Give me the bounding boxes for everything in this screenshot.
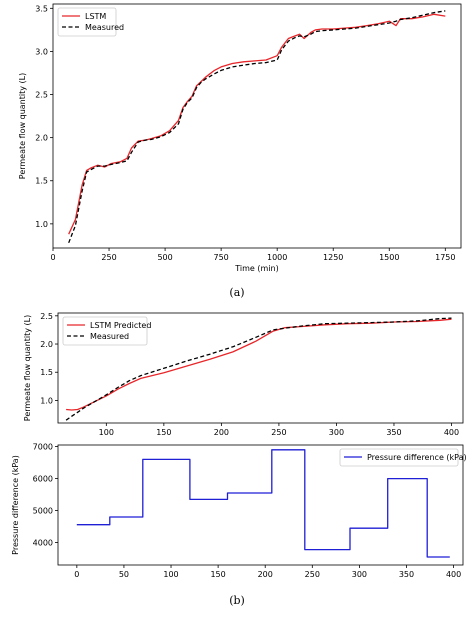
x-tick-label: 250 <box>271 428 286 437</box>
y-tick-label: 1.0 <box>40 396 53 405</box>
chart-panel-b-bottom: 0 50 100 150 200 250 300 350 400 4000 5000 6000 7000… <box>11 443 467 579</box>
legend-entry: Measured <box>85 23 124 32</box>
y-tick-label: 4000 <box>33 539 53 548</box>
legend-entry: Pressure difference (kPa) <box>367 453 467 462</box>
legend-box <box>57 7 117 37</box>
y-axis-label: Permeate flow quantity (L) <box>23 315 32 421</box>
series-line-measured <box>68 10 446 244</box>
series-line-lstm-predicted <box>66 318 452 411</box>
y-tick-label: 3.5 <box>35 4 48 13</box>
legend-box <box>339 448 459 467</box>
x-tick-label: 750 <box>213 253 228 262</box>
x-tick-label: 150 <box>156 428 171 437</box>
x-tick-label: 300 <box>329 428 344 437</box>
y-tick-label: 2.5 <box>35 91 48 100</box>
x-tick-label: 250 <box>305 570 320 579</box>
chart-panel-b-top: 100 150 200 250 300 350 400 1.0 1.5 2.0 2.5 Permeat… <box>23 312 464 437</box>
x-tick-label: 150 <box>210 570 225 579</box>
x-tick-label: 1250 <box>323 253 343 262</box>
series-line-pressure-difference-kpa- <box>76 449 450 558</box>
y-tick-label: 2.0 <box>35 134 48 143</box>
panel-a-label: (a) <box>229 286 244 299</box>
x-tick-label: 50 <box>119 570 129 579</box>
x-tick-label: 1750 <box>435 253 455 262</box>
x-tick-label: 400 <box>446 570 461 579</box>
x-tick-label: 100 <box>163 570 178 579</box>
x-tick-label: 200 <box>214 428 229 437</box>
series-line-measured <box>65 317 452 421</box>
plot-frame <box>52 3 462 249</box>
x-tick-label: 0 <box>50 253 55 262</box>
x-tick-label: 350 <box>386 428 401 437</box>
chart-panel-a: 0 250 500 750 1000 1250 1500 1750 1.0 1.5 2.0 2.5 3.… <box>18 3 462 273</box>
y-tick-label: 1.5 <box>40 368 53 377</box>
y-tick-label: 2.5 <box>40 312 53 321</box>
x-tick-label: 300 <box>352 570 367 579</box>
x-tick-label: 500 <box>157 253 172 262</box>
x-tick-label: 100 <box>99 428 114 437</box>
y-axis-label: Permeate flow quantity (L) <box>18 73 27 179</box>
legend-entry: LSTM Predicted <box>90 321 151 330</box>
legend-box <box>62 316 148 346</box>
y-tick-label: 1.0 <box>35 220 48 229</box>
y-tick-label: 7000 <box>33 443 53 452</box>
series-line-lstm <box>68 13 446 235</box>
legend-entry: LSTM <box>85 12 106 21</box>
y-axis-label: Pressure difference (kPa) <box>11 455 20 555</box>
x-tick-label: 400 <box>444 428 459 437</box>
x-tick-label: 200 <box>258 570 273 579</box>
x-tick-label: 1500 <box>379 253 399 262</box>
plot-frame <box>57 312 464 424</box>
y-tick-label: 6000 <box>33 475 53 484</box>
x-tick-label: 1000 <box>267 253 287 262</box>
plot-frame <box>57 444 464 566</box>
x-tick-label: 0 <box>74 570 79 579</box>
y-tick-label: 5000 <box>33 507 53 516</box>
panel-b-label: (b) <box>229 594 245 607</box>
y-tick-label: 3.0 <box>35 47 48 56</box>
x-tick-label: 250 <box>101 253 116 262</box>
y-tick-label: 2.0 <box>40 340 53 349</box>
x-axis-label: Time (min) <box>234 264 278 273</box>
x-tick-label: 350 <box>399 570 414 579</box>
y-tick-label: 1.5 <box>35 177 48 186</box>
legend-entry: Measured <box>90 332 129 341</box>
